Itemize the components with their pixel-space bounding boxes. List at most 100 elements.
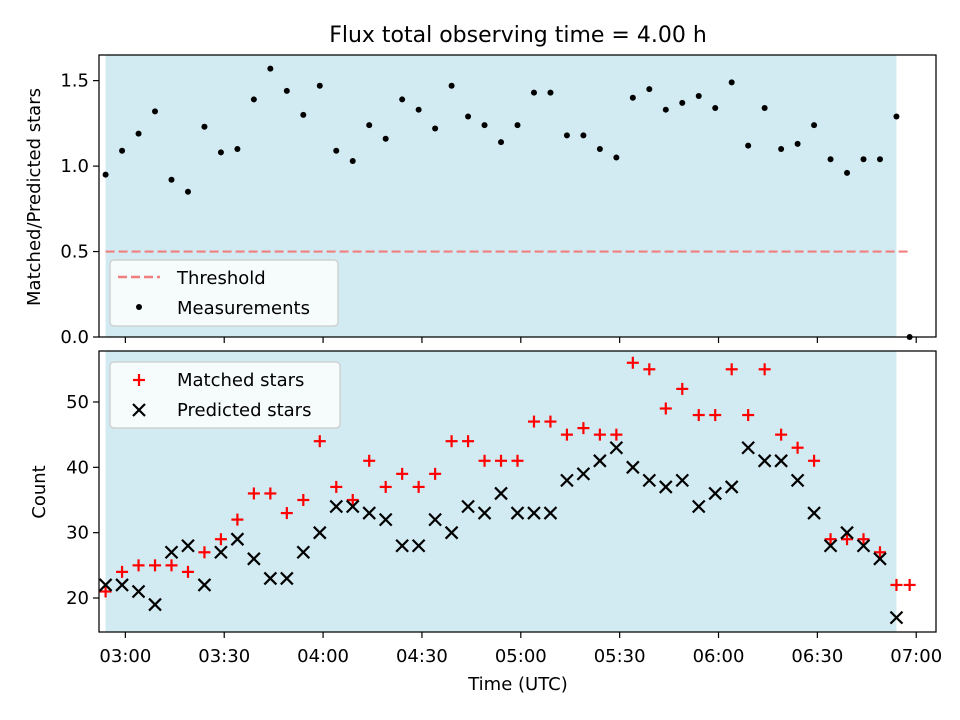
top-y-tick-label: 0.5	[60, 242, 89, 263]
predicted-star-point	[247, 552, 261, 566]
predicted-star-point	[873, 552, 887, 566]
predicted-star-point	[560, 473, 574, 488]
matched-stars-legend-swatch	[133, 374, 145, 386]
measurements-legend-swatch	[136, 304, 142, 310]
predicted-star-point	[543, 506, 558, 520]
predicted-star-point	[626, 460, 640, 475]
matched-star-point	[560, 428, 573, 441]
predicted-star-point	[724, 480, 739, 494]
bottom-y-tick-label: 50	[66, 392, 89, 413]
bottom-legend: Matched stars Predicted stars	[109, 361, 341, 429]
measurement-point	[119, 147, 126, 154]
bottom-x-axis-label: Time (UTC)	[467, 674, 568, 695]
measurement-point	[695, 93, 702, 100]
measurement-point	[629, 94, 636, 101]
predicted-star-point	[131, 584, 146, 599]
measurement-point	[580, 132, 587, 139]
bottom-x-tick-label: 03:30	[198, 646, 250, 667]
measurement-point	[250, 96, 257, 103]
matched-star-point	[692, 409, 705, 422]
measurement-point	[465, 113, 472, 120]
measurement-point	[547, 89, 554, 96]
top-legend-box	[109, 259, 339, 327]
measurement-point	[498, 139, 505, 146]
matched-star-point	[577, 422, 590, 435]
matched-star-point	[643, 363, 656, 376]
measurement-point	[530, 89, 537, 96]
predicted-star-point	[576, 467, 591, 481]
predicted-star-point	[181, 538, 195, 553]
matched-star-point	[511, 454, 524, 467]
matched-star-point	[264, 487, 277, 500]
bottom-y-tick-label: 20	[66, 588, 89, 609]
top-y-ticks: 0.0 0.5 1.0 1.5	[60, 71, 99, 348]
predicted-star-point	[856, 538, 871, 553]
predicted-star-point	[659, 480, 673, 494]
matched-star-point	[214, 533, 227, 546]
matched-star-point	[247, 487, 260, 500]
measurements-series	[102, 65, 913, 340]
predicted-star-point	[757, 454, 772, 468]
measurement-point	[563, 132, 570, 139]
matched-star-point	[841, 533, 854, 546]
matched-star-point	[363, 454, 376, 467]
predicted-star-point	[444, 525, 459, 540]
top-axes-frame	[98, 54, 937, 338]
measurements-legend-label: Measurements	[177, 298, 310, 319]
predicted-star-point	[411, 538, 426, 553]
measurement-point	[217, 149, 224, 156]
measurement-point	[448, 82, 455, 89]
matched-star-point	[116, 565, 129, 578]
measurement-point	[481, 122, 488, 129]
measurement-point	[349, 157, 356, 164]
matched-star-point	[742, 409, 755, 422]
matched-star-point	[429, 467, 442, 480]
measurement-point	[662, 106, 669, 113]
bottom-y-tick-label: 30	[66, 523, 89, 544]
predicted-star-point	[362, 506, 376, 520]
measurement-point	[415, 106, 422, 113]
measurement-point	[728, 79, 735, 86]
measurement-point	[893, 113, 900, 120]
top-y-axis-label: Matched/Predicted stars	[24, 88, 45, 306]
measurement-point	[679, 99, 686, 106]
predicted-star-point	[840, 525, 854, 540]
predicted-star-point	[823, 538, 838, 553]
bottom-x-tick-label: 05:00	[495, 646, 547, 667]
matched-star-point	[297, 493, 310, 506]
bottom-x-tick-label: 04:00	[297, 646, 349, 667]
predicted-star-point	[691, 499, 706, 514]
matched-star-point	[676, 382, 689, 395]
predicted-star-point	[345, 499, 360, 514]
measurement-point	[596, 146, 603, 152]
measurement-point	[876, 156, 883, 163]
bottom-x-tick-label: 06:00	[693, 646, 745, 667]
measurement-point	[102, 171, 109, 178]
predicted-star-point	[477, 506, 492, 520]
predicted-star-point	[708, 486, 722, 501]
matched-star-point	[181, 565, 194, 578]
bottom-y-tick-label: 40	[66, 457, 89, 478]
matched-star-point	[626, 356, 639, 369]
matched-star-point	[165, 559, 178, 572]
matched-star-point	[198, 546, 211, 559]
matched-star-point	[758, 363, 771, 376]
measurement-point	[761, 104, 768, 111]
bottom-axes-frame	[98, 350, 937, 633]
predicted-star-point	[263, 571, 278, 586]
matched-star-point	[659, 402, 672, 415]
matched-star-point	[231, 513, 244, 526]
measurement-point	[745, 142, 752, 149]
predicted-star-point	[741, 440, 755, 455]
matched-star-point	[379, 480, 392, 493]
measurement-point	[333, 147, 340, 154]
measurement-point	[844, 169, 851, 176]
predicted-star-point	[593, 454, 607, 468]
predicted-star-point	[642, 473, 657, 488]
matched-star-point	[775, 428, 788, 441]
predicted-star-point	[494, 486, 508, 501]
predicted-star-point	[230, 532, 245, 546]
matched-star-point	[527, 415, 540, 428]
